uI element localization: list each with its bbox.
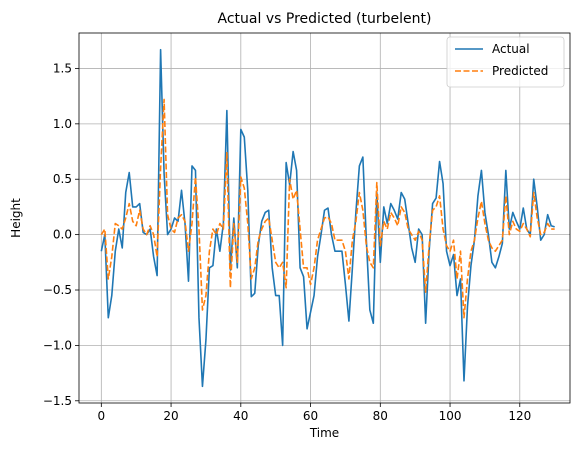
- legend: Actual Predicted: [446, 36, 565, 88]
- y-tick-label: −1.5: [43, 394, 72, 408]
- y-tick-label: 0.5: [53, 172, 72, 186]
- y-tick-label: −1.0: [43, 338, 72, 352]
- x-axis-label: Time: [309, 426, 339, 440]
- series-line-actual: [100, 48, 555, 388]
- y-tick-label: 1.5: [53, 61, 72, 75]
- y-tick-label: 1.0: [53, 117, 72, 131]
- series-layer: [100, 48, 555, 388]
- legend-label-predicted: Predicted: [492, 64, 548, 78]
- axis-ticks: 0 20 40 60 80 100 120 −1.5 −1.0 −0.5 0.0 0.5 1.0 1.5: [43, 61, 531, 423]
- x-tick-label: 100: [439, 409, 462, 423]
- grid-lines: [79, 33, 570, 403]
- x-tick-label: 0: [97, 409, 105, 423]
- y-tick-label: −0.5: [43, 283, 72, 297]
- chart-title: Actual vs Predicted (turbelent): [218, 11, 432, 27]
- legend-label-actual: Actual: [492, 42, 530, 56]
- series-line-predicted: [100, 98, 555, 319]
- x-tick-label: 120: [508, 409, 531, 423]
- y-axis-label: Height: [9, 198, 23, 238]
- x-tick-label: 60: [303, 409, 318, 423]
- x-tick-label: 80: [373, 409, 388, 423]
- x-tick-label: 40: [233, 409, 248, 423]
- x-tick-label: 20: [163, 409, 178, 423]
- plot-frame: [78, 32, 571, 404]
- y-tick-label: 0.0: [53, 228, 72, 242]
